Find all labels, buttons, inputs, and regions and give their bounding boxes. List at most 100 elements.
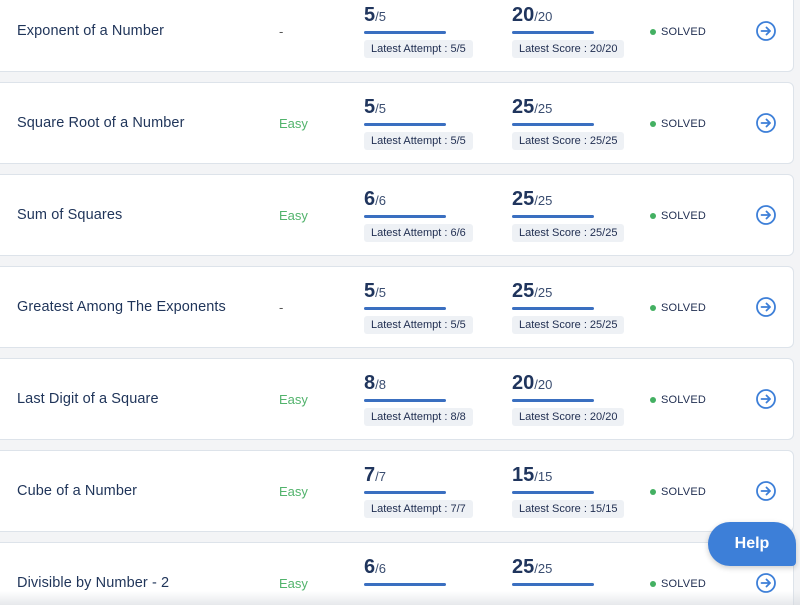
difficulty-label: Easy <box>279 116 308 131</box>
latest-score-chip: Latest Score : 20/20 <box>512 408 625 426</box>
problem-title[interactable]: Exponent of a Number <box>17 23 165 39</box>
attempt-count: 6 <box>364 188 376 210</box>
arrow-right-circle-icon[interactable] <box>755 388 777 410</box>
score-value: 25 <box>512 96 535 118</box>
arrow-right-circle-icon[interactable] <box>755 296 777 318</box>
attempt-progress-fill <box>364 123 446 126</box>
attempt-progress-bar <box>364 491 446 494</box>
latest-score-chip: Latest Score : 15/15 <box>512 500 625 518</box>
arrow-right-circle-icon[interactable] <box>755 572 777 594</box>
problem-title[interactable]: Cube of a Number <box>17 483 138 499</box>
score-value: 25 <box>512 188 535 210</box>
attempt-progress-bar <box>364 307 446 310</box>
status-badge: SOLVED <box>650 394 706 406</box>
score-progress-fill <box>512 491 594 494</box>
status-dot-icon <box>650 489 656 495</box>
status-dot-icon <box>650 581 656 587</box>
difficulty-label: Easy <box>279 208 308 223</box>
problem-title[interactable]: Sum of Squares <box>17 207 123 223</box>
latest-score-chip: Latest Score : 25/25 <box>512 316 625 334</box>
problem-title[interactable]: Square Root of a Number <box>17 115 185 131</box>
status-dot-icon <box>650 121 656 127</box>
problem-row[interactable]: Sum of Squares Easy 6/6 Latest Attempt : 6/… <box>0 174 794 256</box>
attempt-total: /6 <box>375 193 386 208</box>
score-total: /20 <box>534 377 553 392</box>
attempt-count: 8 <box>364 372 376 394</box>
status-label: SOLVED <box>661 118 707 130</box>
problem-title[interactable]: Greatest Among The Exponents <box>17 299 226 315</box>
latest-attempt-chip: Latest Attempt : 8/8 <box>364 408 473 426</box>
latest-attempt-chip: Latest Attempt : 5/5 <box>364 132 473 150</box>
difficulty-label: - <box>279 300 284 315</box>
score-total: /15 <box>534 469 553 484</box>
score-total: /25 <box>534 561 553 576</box>
score-progress-bar <box>512 583 594 586</box>
status-badge: SOLVED <box>650 210 706 222</box>
arrow-right-circle-icon[interactable] <box>755 480 777 502</box>
score-progress-fill <box>512 123 594 126</box>
status-label: SOLVED <box>661 210 707 222</box>
attempts-metric: 6/6 Latest Attempt : 6/6 <box>364 188 484 242</box>
help-button[interactable]: Help <box>708 522 796 566</box>
score-progress-fill <box>512 399 594 402</box>
attempt-total: /5 <box>375 285 386 300</box>
latest-score-chip: Latest Score : 25/25 <box>512 132 625 150</box>
score-progress-fill <box>512 215 594 218</box>
status-label: SOLVED <box>661 578 707 590</box>
score-progress-bar <box>512 491 594 494</box>
attempts-metric: 5/5 Latest Attempt : 5/5 <box>364 280 484 334</box>
score-metric: 20/20 Latest Score : 20/20 <box>512 372 632 426</box>
score-total: /20 <box>534 9 553 24</box>
status-dot-icon <box>650 213 656 219</box>
problem-row[interactable]: Divisible by Number - 2 Easy 6/6 25/25 SOLVE… <box>0 542 794 605</box>
attempt-total: /6 <box>375 561 386 576</box>
score-progress-fill <box>512 307 594 310</box>
problem-title[interactable]: Last Digit of a Square <box>17 391 159 407</box>
attempt-count: 6 <box>364 556 376 578</box>
score-metric: 15/15 Latest Score : 15/15 <box>512 464 632 518</box>
status-label: SOLVED <box>661 486 707 498</box>
score-progress-bar <box>512 31 594 34</box>
status-badge: SOLVED <box>650 118 706 130</box>
difficulty-label: Easy <box>279 576 308 591</box>
status-dot-icon <box>650 29 656 35</box>
score-metric: 20/20 Latest Score : 20/20 <box>512 4 632 58</box>
attempt-progress-bar <box>364 399 446 402</box>
attempts-metric: 8/8 Latest Attempt : 8/8 <box>364 372 484 426</box>
problem-title[interactable]: Divisible by Number - 2 <box>17 575 170 591</box>
arrow-right-circle-icon[interactable] <box>755 112 777 134</box>
arrow-right-circle-icon[interactable] <box>755 20 777 42</box>
latest-attempt-chip: Latest Attempt : 6/6 <box>364 224 473 242</box>
score-progress-bar <box>512 399 594 402</box>
attempt-progress-bar <box>364 215 446 218</box>
score-total: /25 <box>534 101 553 116</box>
latest-attempt-chip: Latest Attempt : 5/5 <box>364 316 473 334</box>
attempts-metric: 5/5 Latest Attempt : 5/5 <box>364 4 484 58</box>
problem-row[interactable]: Greatest Among The Exponents - 5/5 Latest A… <box>0 266 794 348</box>
status-dot-icon <box>650 397 656 403</box>
problem-row[interactable]: Exponent of a Number - 5/5 Latest Attempt :… <box>0 0 794 72</box>
attempt-total: /5 <box>375 101 386 116</box>
score-metric: 25/25 Latest Score : 25/25 <box>512 188 632 242</box>
status-label: SOLVED <box>661 26 707 38</box>
attempt-count: 5 <box>364 4 376 26</box>
score-metric: 25/25 Latest Score : 25/25 <box>512 96 632 150</box>
latest-attempt-chip: Latest Attempt : 7/7 <box>364 500 473 518</box>
score-value: 20 <box>512 4 535 26</box>
problem-row[interactable]: Cube of a Number Easy 7/7 Latest Attempt : … <box>0 450 794 532</box>
problem-row[interactable]: Square Root of a Number Easy 5/5 Latest Att… <box>0 82 794 164</box>
arrow-right-circle-icon[interactable] <box>755 204 777 226</box>
score-metric: 25/25 Latest Score : 25/25 <box>512 280 632 334</box>
attempt-progress-fill <box>364 215 446 218</box>
status-dot-icon <box>650 305 656 311</box>
score-value: 20 <box>512 372 535 394</box>
attempt-progress-fill <box>364 399 446 402</box>
status-label: SOLVED <box>661 302 707 314</box>
problem-row[interactable]: Last Digit of a Square Easy 8/8 Latest Atte… <box>0 358 794 440</box>
score-progress-bar <box>512 123 594 126</box>
attempt-count: 7 <box>364 464 376 486</box>
attempt-progress-fill <box>364 31 446 34</box>
latest-score-chip: Latest Score : 20/20 <box>512 40 625 58</box>
score-progress-fill <box>512 31 594 34</box>
score-total: /25 <box>534 193 553 208</box>
